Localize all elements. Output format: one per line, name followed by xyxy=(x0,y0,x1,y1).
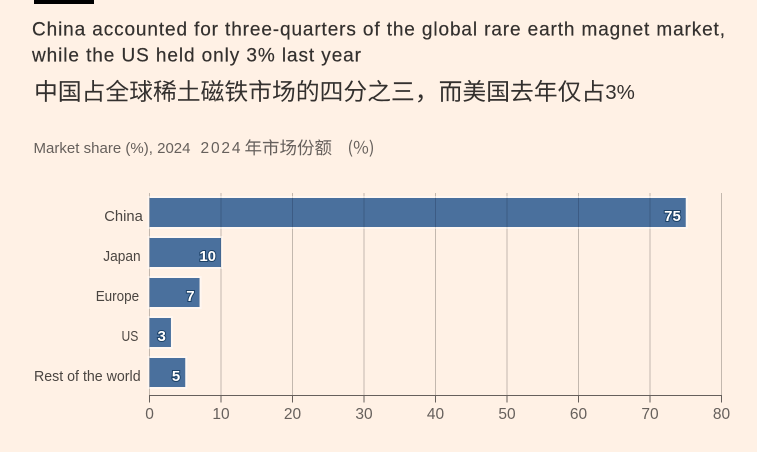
svg-text:Japan: Japan xyxy=(103,248,140,265)
svg-text:Europe: Europe xyxy=(96,288,140,305)
svg-text:0: 0 xyxy=(145,406,154,423)
svg-text:10: 10 xyxy=(212,406,230,423)
svg-text:Rest of the world: Rest of the world xyxy=(34,368,141,385)
svg-text:80: 80 xyxy=(713,406,731,423)
svg-text:7: 7 xyxy=(186,288,194,305)
svg-text:while the US held only 3% last: while the US held only 3% last year xyxy=(31,46,362,67)
svg-text:Market share (%), 2024: Market share (%), 2024 xyxy=(34,140,191,157)
svg-text:20: 20 xyxy=(284,406,302,423)
svg-text:30: 30 xyxy=(355,406,373,423)
svg-text:China: China xyxy=(104,208,143,225)
svg-text:50: 50 xyxy=(498,406,516,423)
svg-text:5: 5 xyxy=(172,368,180,385)
svg-text:40: 40 xyxy=(427,406,445,423)
svg-text:70: 70 xyxy=(641,406,659,423)
svg-text:2024: 2024 xyxy=(201,140,241,157)
svg-text:10: 10 xyxy=(199,248,216,265)
svg-text:3%: 3% xyxy=(605,81,635,104)
svg-text:US: US xyxy=(122,328,139,345)
svg-text:China accounted for three-quar: China accounted for three-quarters of th… xyxy=(32,20,725,41)
svg-text:75: 75 xyxy=(664,208,681,225)
svg-text:3: 3 xyxy=(158,328,166,345)
svg-text:60: 60 xyxy=(570,406,588,423)
